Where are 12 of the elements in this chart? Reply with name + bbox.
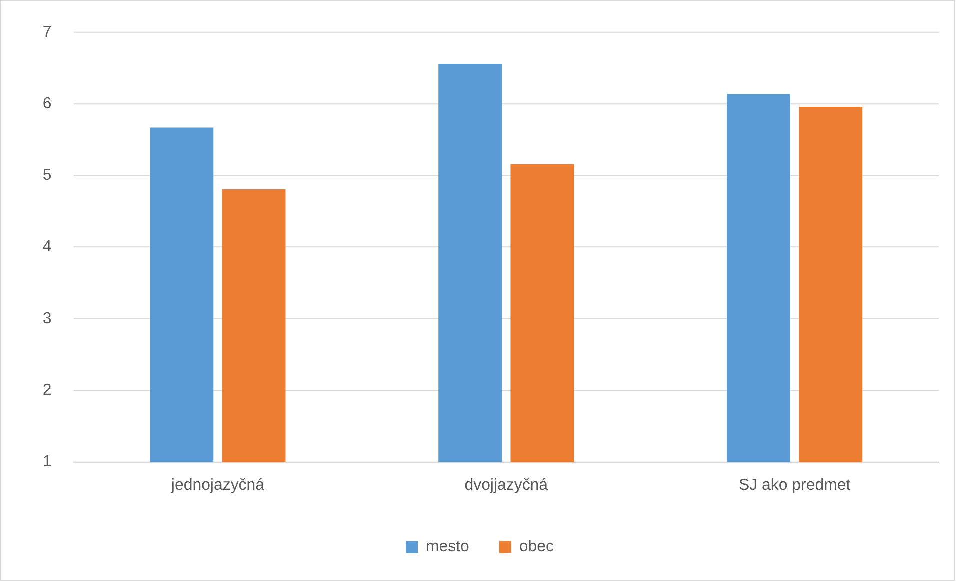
- y-tick-label: 6: [42, 96, 52, 112]
- y-tick-label: 1: [42, 454, 52, 471]
- x-tick-label: SJ ako predmet: [738, 477, 852, 494]
- y-tick-label: 5: [42, 167, 52, 184]
- x-tick-label: dvojjazyčná: [464, 477, 548, 494]
- legend-label: mesto: [426, 538, 470, 556]
- y-tick-label: 2: [42, 382, 52, 399]
- legend-label: obec: [519, 538, 554, 556]
- y-tick-label: 7: [42, 24, 52, 41]
- y-tick-label: 4: [42, 238, 52, 256]
- y-tick-label: 3: [42, 310, 52, 328]
- x-tick-label: jednojazyčná: [170, 477, 265, 494]
